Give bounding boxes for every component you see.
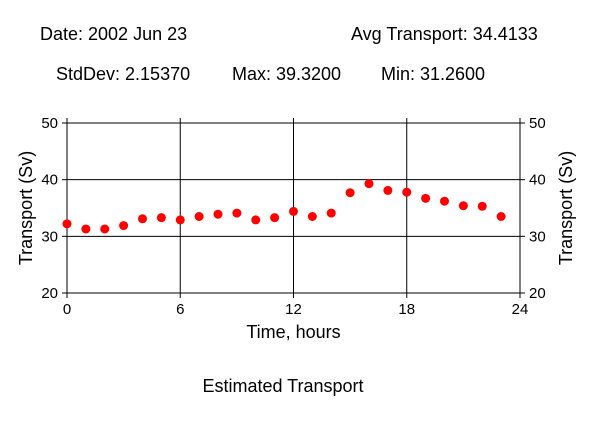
chart-title: Estimated Transport bbox=[202, 376, 363, 396]
y-tick-label-left: 50 bbox=[41, 115, 58, 132]
x-tick-label: 18 bbox=[398, 301, 415, 318]
data-point bbox=[477, 201, 487, 211]
x-tick-label: 24 bbox=[512, 301, 529, 318]
y-tick-label-right: 30 bbox=[529, 228, 546, 245]
data-points bbox=[62, 179, 506, 234]
stddev-label: StdDev: 2.15370 bbox=[56, 64, 191, 84]
y-tick-label-left: 30 bbox=[41, 228, 58, 245]
data-point bbox=[156, 213, 166, 223]
y-tick-label-right: 50 bbox=[529, 115, 546, 132]
min-label: Min: 31.2600 bbox=[381, 64, 486, 84]
x-tick-label: 12 bbox=[285, 301, 302, 318]
data-point bbox=[251, 215, 261, 225]
data-point bbox=[232, 208, 242, 218]
y-tick-label-right: 40 bbox=[529, 172, 546, 189]
x-axis-title: Time, hours bbox=[246, 322, 340, 342]
data-point bbox=[458, 201, 468, 211]
axis-ticks bbox=[62, 118, 525, 298]
x-tick-label: 0 bbox=[63, 301, 71, 318]
y-tick-label-left: 40 bbox=[41, 172, 58, 189]
data-point bbox=[270, 213, 280, 223]
data-point bbox=[100, 224, 110, 234]
date-label: Date: 2002 Jun 23 bbox=[40, 24, 188, 44]
data-point bbox=[194, 212, 204, 221]
data-point bbox=[119, 221, 129, 231]
data-point bbox=[175, 215, 185, 225]
data-point bbox=[213, 209, 223, 219]
max-label: Max: 39.3200 bbox=[232, 64, 342, 84]
y-axis-title-left: Transport (Sv) bbox=[16, 151, 36, 265]
x-tick-label: 6 bbox=[176, 301, 184, 318]
data-point bbox=[138, 214, 147, 224]
data-point bbox=[496, 212, 506, 221]
data-point bbox=[81, 224, 91, 234]
y-axis-title-right: Transport (Sv) bbox=[556, 151, 576, 265]
y-tick-label-right: 20 bbox=[529, 285, 546, 302]
data-point bbox=[402, 187, 412, 197]
data-point bbox=[383, 185, 393, 195]
data-point bbox=[307, 212, 317, 221]
data-point bbox=[421, 193, 431, 203]
y-tick-label-left: 20 bbox=[41, 285, 58, 302]
data-point bbox=[345, 188, 355, 198]
data-point bbox=[289, 206, 298, 216]
data-point bbox=[364, 179, 374, 189]
avg-transport-label: Avg Transport: 34.4133 bbox=[351, 24, 538, 44]
data-point bbox=[62, 219, 72, 229]
data-point bbox=[440, 196, 449, 206]
data-point bbox=[326, 208, 336, 218]
